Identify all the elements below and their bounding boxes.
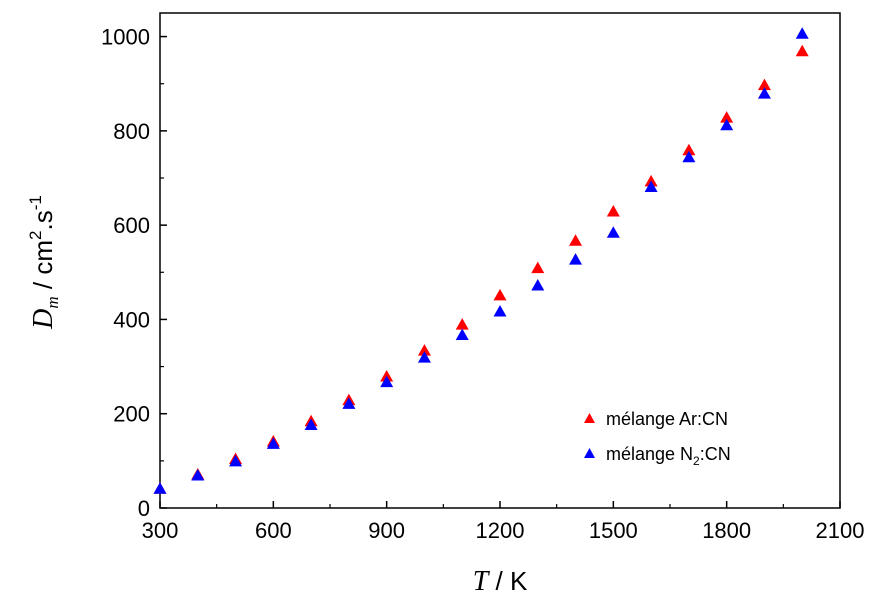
legend-label-ar-cn: mélange Ar:CN (606, 409, 728, 429)
legend-marker-ar-cn (584, 413, 595, 423)
data-point-n2-cn (682, 150, 696, 163)
data-point-n2-cn (493, 304, 507, 317)
data-point-n2-cn (531, 279, 545, 291)
data-point-n2-cn (720, 118, 734, 131)
y-tick-label: 800 (113, 119, 150, 144)
data-point-n2-cn (380, 375, 394, 388)
data-point-n2-cn (266, 437, 280, 449)
x-tick-label: 300 (142, 518, 179, 543)
data-point-n2-cn (795, 27, 809, 39)
y-tick-label: 0 (138, 496, 150, 521)
data-point-ar-cn (531, 261, 545, 274)
data-markers (153, 27, 809, 494)
y-axis-subscript: m (43, 296, 62, 308)
legend-label-n2-cn-part2: :CN (700, 444, 731, 464)
x-axis-unit: / K (488, 566, 528, 596)
x-tick-label: 2100 (816, 518, 865, 543)
data-point-ar-cn (493, 288, 507, 301)
x-axis-symbol: T (473, 566, 491, 597)
data-point-n2-cn (644, 180, 658, 192)
data-point-n2-cn (342, 397, 356, 409)
tick-labels: 300 600 900 1200 1500 1800 2100 0 200 400 600 800 10… (101, 25, 864, 543)
data-point-ar-cn (757, 78, 771, 91)
data-point-ar-cn (795, 44, 809, 57)
y-axis-title: Dm / cm2.s-1 (26, 195, 62, 330)
y-axis-symbol: D (28, 309, 59, 330)
y-tick-label: 600 (113, 213, 150, 238)
x-tick-label: 1500 (589, 518, 638, 543)
x-tick-label: 600 (255, 518, 292, 543)
axis-ticks (159, 35, 841, 509)
legend-marker-n2-cn (584, 448, 595, 458)
x-tick-label: 1200 (476, 518, 525, 543)
data-point-n2-cn (606, 226, 620, 238)
svg-text:Dm / cm2.s-1: Dm / cm2.s-1 (26, 195, 62, 330)
y-axis-unit-prefix: / cm (28, 240, 58, 296)
legend: mélange Ar:CN mélange N2:CN (584, 409, 731, 468)
data-point-ar-cn (606, 205, 620, 217)
x-tick-label: 1800 (702, 518, 751, 543)
data-point-n2-cn (757, 87, 771, 99)
legend-label-n2-cn: mélange N2:CN (606, 444, 731, 468)
x-tick-label: 900 (368, 518, 405, 543)
legend-label-n2-cn-subscript: 2 (693, 454, 700, 468)
data-point-ar-cn (682, 143, 696, 156)
y-axis-unit-sup1: 2 (26, 231, 45, 240)
data-point-n2-cn (153, 482, 167, 494)
x-axis-title: T / K (473, 566, 528, 597)
y-axis-unit-sup2: -1 (26, 195, 45, 210)
data-point-n2-cn (569, 253, 583, 265)
data-point-n2-cn (229, 454, 243, 467)
data-point-n2-cn (417, 351, 431, 363)
plot-frame (159, 12, 841, 509)
data-point-ar-cn (417, 344, 431, 356)
data-point-ar-cn (720, 111, 734, 123)
y-axis-unit-mid: .s (28, 210, 58, 230)
y-tick-label: 1000 (101, 25, 150, 50)
y-tick-label: 400 (113, 307, 150, 332)
data-point-ar-cn (569, 234, 583, 246)
data-point-n2-cn (191, 469, 205, 481)
y-tick-label: 200 (113, 402, 150, 427)
legend-label-n2-cn-part1: mélange N (606, 444, 693, 464)
data-point-ar-cn (455, 318, 469, 330)
data-point-n2-cn (455, 328, 469, 341)
data-point-n2-cn (304, 418, 318, 431)
